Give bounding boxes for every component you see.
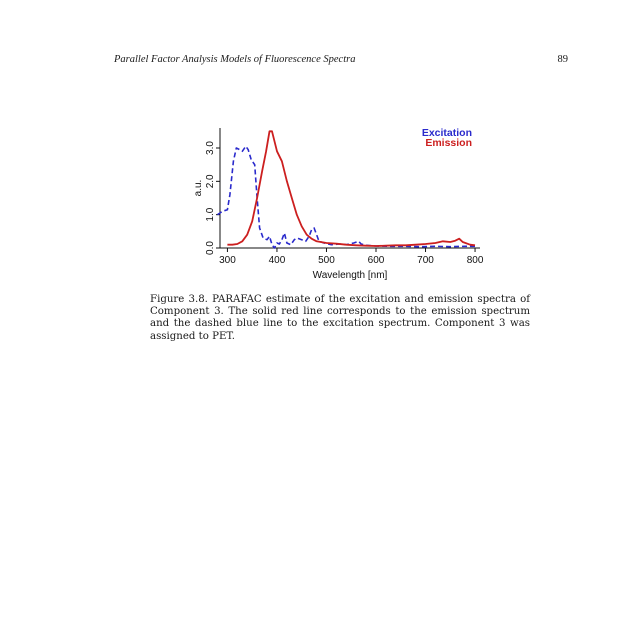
y-tick-label: 3.0 [205,141,216,155]
spectra-chart: 300 400 500 600 700 800 0.0 1.0 2.0 3.0 a.u. Wav… [193,127,484,281]
legend-label-excitation: Excitation [422,127,472,139]
running-title: Parallel Factor Analysis Models of Fluor… [114,54,356,65]
x-tick-label: 800 [467,255,484,266]
x-tick-label: 600 [368,255,385,266]
series-line-excitation [217,145,475,249]
y-axis-ticks: 0.0 1.0 2.0 3.0 [205,141,220,255]
x-tick-label: 400 [269,255,286,266]
y-tick-label: 0.0 [205,241,216,255]
running-header: Parallel Factor Analysis Models of Fluor… [114,54,568,70]
legend-label-emission: Emission [425,137,472,149]
y-axis-label: a.u. [193,180,204,197]
figure: 300 400 500 600 700 800 0.0 1.0 2.0 3.0 a.u. Wav… [190,118,490,288]
y-tick-label: 2.0 [205,174,216,188]
x-axis-ticks: 300 400 500 600 700 800 [219,248,484,266]
x-tick-label: 500 [318,255,335,266]
x-tick-label: 300 [219,255,236,266]
series-line-emission [227,130,476,247]
page-number: 89 [557,54,569,65]
x-tick-label: 700 [417,255,434,266]
series-layer [217,130,476,249]
legend: Excitation Emission [422,127,472,149]
x-axis-label: Wavelength [nm] [313,270,388,281]
figure-caption: Figure 3.8. PARAFAC estimate of the exci… [150,294,530,342]
y-tick-label: 1.0 [205,207,216,221]
